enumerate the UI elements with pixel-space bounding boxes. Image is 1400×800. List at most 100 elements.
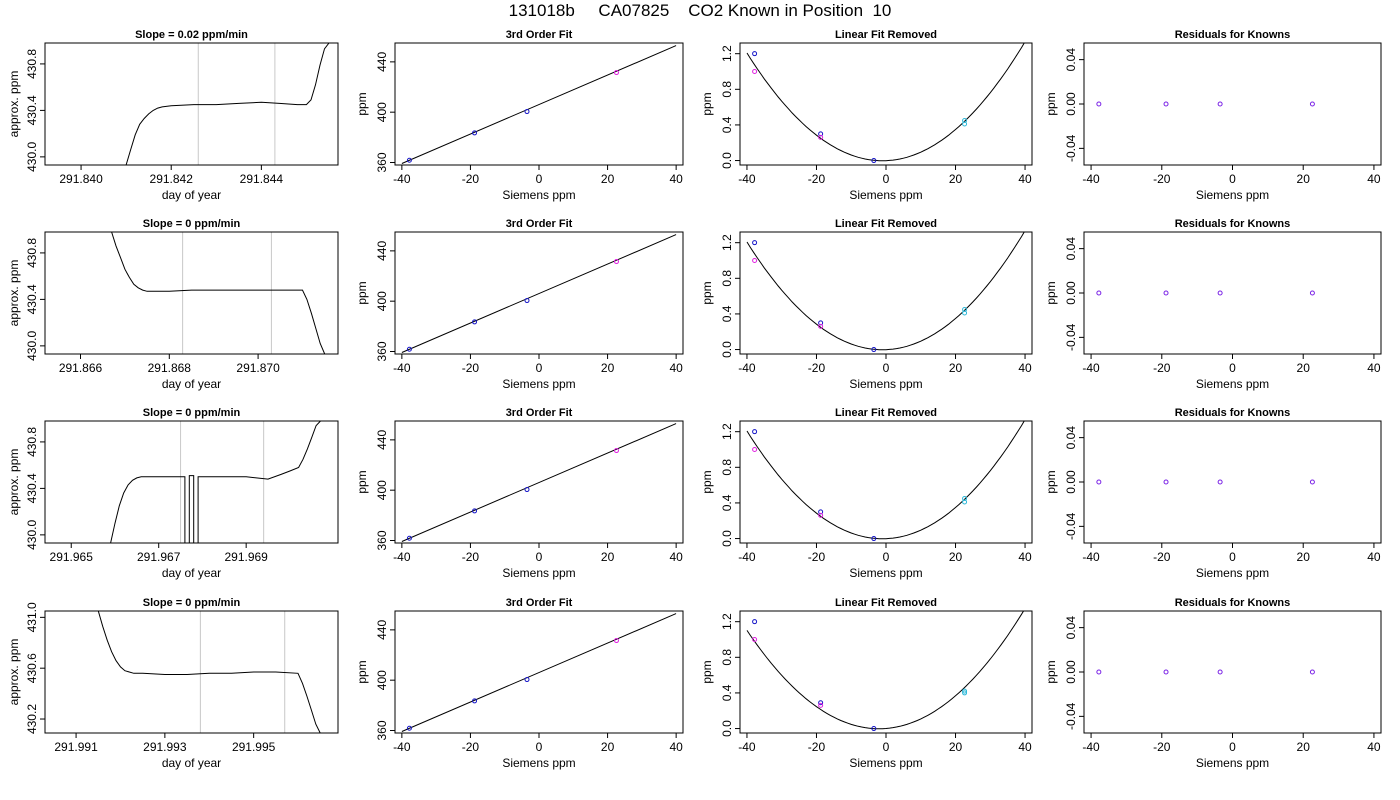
y-tick-label: 0.4 [720, 116, 734, 133]
x-tick-label: -20 [1153, 550, 1171, 564]
y-tick-label: 430.4 [25, 473, 39, 503]
x-axis-label: Siemens ppm [1196, 756, 1269, 770]
panel-r2c3: Linear Fit Removed -40 -20 0 20 40 0.0 0.4 0.8 1.… [700, 218, 1033, 391]
y-axis-label: ppm [355, 660, 369, 683]
x-tick-label: 291.995 [232, 740, 276, 754]
y-tick-label: 430.8 [25, 427, 39, 457]
data-point [1309, 669, 1315, 675]
panel-r1c3: Linear Fit Removed -40 -20 0 20 40 0.0 0.4 0.8 1.… [700, 29, 1033, 202]
x-tick-label: 0 [1229, 740, 1236, 754]
y-tick-label: 440 [375, 430, 389, 450]
data-point [1309, 290, 1315, 296]
x-tick-label: 40 [1018, 550, 1032, 564]
data-point [752, 240, 758, 246]
y-tick-label: 430.4 [25, 284, 39, 314]
x-tick-label: 40 [1018, 740, 1032, 754]
plot-frame [44, 420, 339, 544]
data-point [1217, 479, 1223, 485]
x-tick-label: 0 [1229, 172, 1236, 186]
plot-frame [1083, 231, 1382, 355]
x-tick-label: -20 [462, 740, 480, 754]
x-axis-label: Siemens ppm [502, 756, 575, 770]
panel-title: Linear Fit Removed [835, 218, 937, 230]
data-point [752, 429, 758, 435]
x-tick-label: -20 [462, 550, 480, 564]
x-tick-label: 291.969 [224, 550, 268, 564]
data-point [1217, 290, 1223, 296]
data-point [613, 448, 619, 454]
plot-area [401, 613, 677, 732]
plot-area [401, 45, 677, 164]
data-point [871, 347, 877, 353]
plot-area [401, 234, 677, 353]
plot-area [1096, 290, 1315, 296]
y-tick-label: 0.04 [1064, 426, 1078, 450]
x-tick-label: -40 [393, 361, 411, 375]
x-axis-label: Siemens ppm [502, 188, 575, 202]
y-tick-label: 431.0 [25, 602, 39, 632]
plot-area [1096, 101, 1315, 107]
data-point [752, 51, 758, 57]
x-tick-label: 20 [1297, 172, 1311, 186]
panel-r3c4: Residuals for Knowns -40 -20 0 20 40 -0.04 0.00… [1044, 407, 1382, 580]
y-tick-label: 360 [375, 720, 389, 740]
y-tick-label: 440 [375, 52, 389, 72]
data-point [613, 638, 619, 644]
y-axis-label: approx. ppm [7, 260, 21, 327]
x-tick-label: 40 [1367, 172, 1381, 186]
data-point [1217, 669, 1223, 675]
x-tick-label: -20 [1153, 172, 1171, 186]
data-point [1163, 669, 1169, 675]
data-point [962, 499, 968, 505]
x-tick-label: -20 [808, 550, 826, 564]
x-tick-label: 291.840 [59, 172, 103, 186]
plot-frame [739, 610, 1033, 734]
plot-frame [44, 42, 339, 166]
x-tick-label: 0 [1229, 361, 1236, 375]
x-axis-label: Siemens ppm [849, 756, 922, 770]
data-point [613, 259, 619, 265]
y-tick-label: 1.2 [720, 423, 734, 440]
y-tick-label: 0.8 [720, 649, 734, 666]
x-axis-label: Siemens ppm [849, 188, 922, 202]
x-tick-label: 20 [949, 172, 963, 186]
plot-area [1096, 669, 1315, 675]
data-point [472, 130, 478, 136]
y-tick-label: 0.4 [720, 305, 734, 322]
x-tick-label: 40 [669, 740, 683, 754]
data-point [406, 157, 412, 163]
data-point [524, 487, 530, 493]
x-tick-label: -40 [1082, 550, 1100, 564]
x-tick-label: -20 [462, 361, 480, 375]
plot-frame [1083, 610, 1382, 734]
y-tick-label: 0.04 [1064, 237, 1078, 261]
y-tick-label: 430.4 [25, 95, 39, 125]
x-tick-label: -40 [738, 550, 756, 564]
panel-title: 3rd Order Fit [506, 407, 573, 419]
data-point [871, 536, 877, 542]
x-axis-label: Siemens ppm [1196, 188, 1269, 202]
data-point [613, 70, 619, 76]
y-tick-label: 440 [375, 620, 389, 640]
data-point [962, 121, 968, 127]
series-line [125, 43, 330, 165]
data-point [752, 257, 758, 263]
x-axis-label: Siemens ppm [1196, 377, 1269, 391]
x-axis-label: Siemens ppm [502, 377, 575, 391]
x-tick-label: 0 [883, 550, 890, 564]
y-tick-label: -0.04 [1064, 512, 1078, 540]
data-point [406, 346, 412, 352]
x-tick-label: -40 [393, 172, 411, 186]
x-tick-label: -40 [738, 172, 756, 186]
x-tick-label: 20 [1297, 740, 1311, 754]
y-tick-label: 0.8 [720, 81, 734, 98]
x-axis-label: day of year [162, 566, 221, 580]
x-tick-label: -40 [393, 740, 411, 754]
x-tick-label: 40 [669, 172, 683, 186]
x-tick-label: 0 [1229, 550, 1236, 564]
x-tick-label: 291.965 [50, 550, 94, 564]
plot-area [125, 43, 330, 165]
x-tick-label: 0 [536, 740, 543, 754]
x-tick-label: 40 [1367, 361, 1381, 375]
